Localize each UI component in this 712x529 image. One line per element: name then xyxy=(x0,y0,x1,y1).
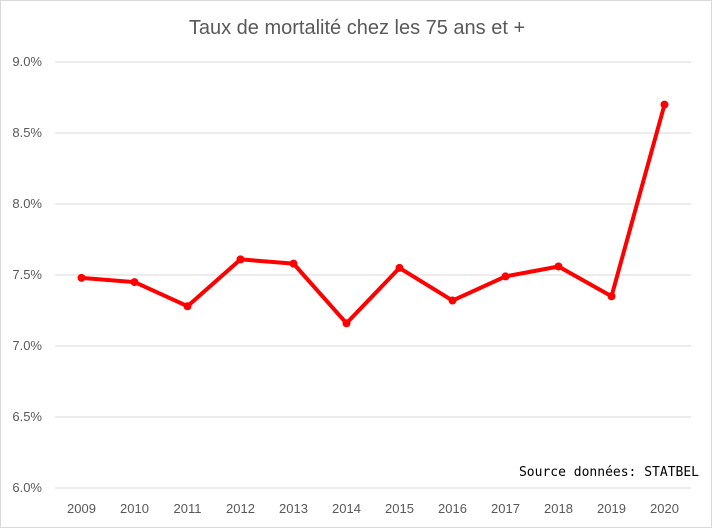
x-tick-label: 2020 xyxy=(650,501,679,516)
x-tick-label: 2012 xyxy=(226,501,255,516)
x-tick-label: 2013 xyxy=(279,501,308,516)
y-tick-label: 6.5% xyxy=(12,409,42,424)
data-point xyxy=(448,296,457,305)
data-point xyxy=(554,262,563,271)
data-point xyxy=(183,302,192,311)
x-tick-label: 2019 xyxy=(597,501,626,516)
y-tick-label: 7.0% xyxy=(12,338,42,353)
x-tick-label: 2014 xyxy=(332,501,361,516)
source-annotation: Source données: STATBEL xyxy=(518,465,699,480)
data-point xyxy=(501,272,510,281)
y-tick-label: 8.0% xyxy=(12,196,42,211)
x-tick-label: 2009 xyxy=(67,501,96,516)
x-tick-label: 2018 xyxy=(544,501,573,516)
data-point xyxy=(342,319,351,328)
data-point xyxy=(289,259,298,268)
data-point xyxy=(130,278,139,287)
x-tick-label: 2010 xyxy=(120,501,149,516)
x-tick-label: 2017 xyxy=(491,501,520,516)
data-point xyxy=(607,292,616,301)
data-point xyxy=(660,100,669,109)
x-tick-label: 2015 xyxy=(385,501,414,516)
x-tick-label: 2016 xyxy=(438,501,467,516)
data-point xyxy=(395,263,404,272)
y-tick-label: 9.0% xyxy=(12,54,42,69)
y-tick-label: 8.5% xyxy=(12,125,42,140)
chart-title: Taux de mortalité chez les 75 ans et + xyxy=(188,17,526,39)
y-tick-label: 7.5% xyxy=(12,267,42,282)
data-point xyxy=(236,255,245,264)
data-point xyxy=(77,273,86,282)
series-line xyxy=(79,102,667,326)
y-tick-label: 6.0% xyxy=(12,480,42,495)
x-tick-label: 2011 xyxy=(174,501,202,516)
